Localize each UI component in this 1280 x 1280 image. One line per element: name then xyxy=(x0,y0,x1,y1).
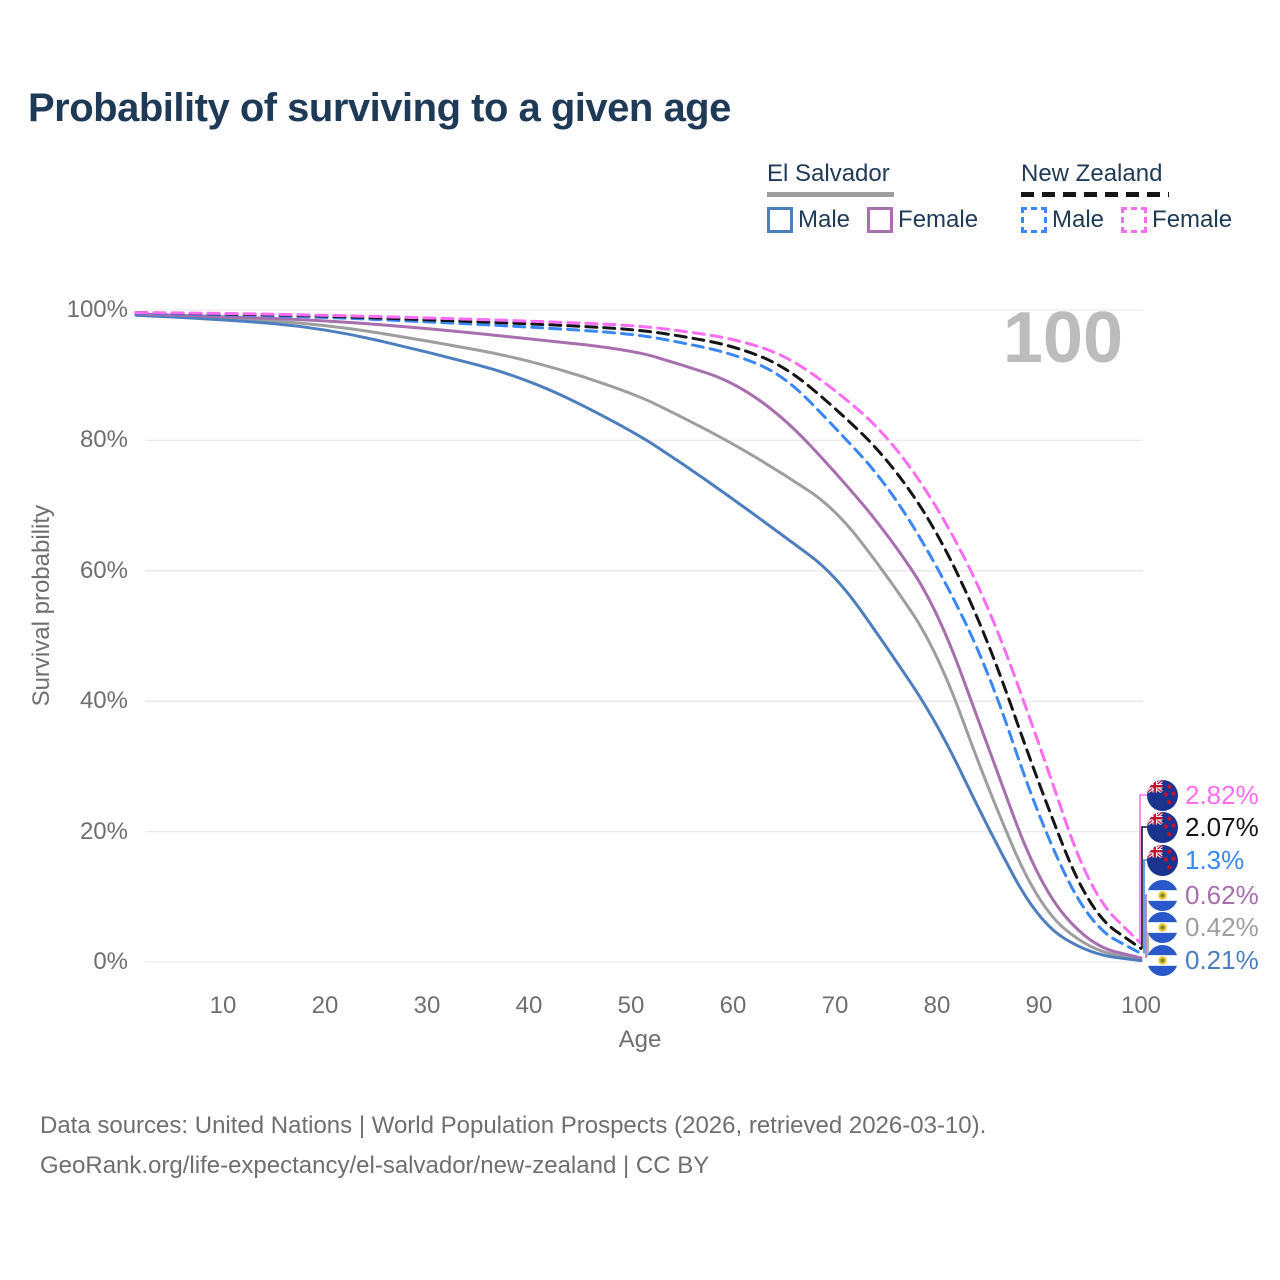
new-zealand-flag-icon xyxy=(1147,779,1178,811)
label-connector xyxy=(1139,794,1147,944)
y-axis-tick-label: 40% xyxy=(79,687,128,715)
end-label-value: 0.62% xyxy=(1185,879,1259,910)
label-connector xyxy=(1143,859,1147,954)
x-axis-tick-label: 70 xyxy=(821,992,849,1019)
female-solid-swatch xyxy=(867,207,894,233)
y-axis-tick-label: 20% xyxy=(79,817,128,845)
legend-item-label: Female xyxy=(1152,206,1233,233)
x-axis-tick-label: 90 xyxy=(1025,992,1053,1019)
end-label-value: 1.3% xyxy=(1185,844,1245,875)
data-sources-note: Data sources: United Nations | World Pop… xyxy=(40,1112,987,1139)
el-salvador-flag-icon xyxy=(1147,879,1178,911)
x-axis-tick-label: 50 xyxy=(617,992,645,1019)
legend-country-label: New Zealand xyxy=(1021,160,1163,187)
el-salvador-flag-icon xyxy=(1147,944,1178,976)
age-watermark: 100 xyxy=(1002,298,1123,378)
legend-item-new-zealand-male[interactable]: Male xyxy=(1021,206,1104,234)
x-axis-tick-label: 10 xyxy=(209,992,237,1019)
series-line-el-salvador-female xyxy=(134,312,1143,960)
new-zealand-line-style-sample xyxy=(1021,192,1169,197)
legend-item-el-salvador-female[interactable]: Female xyxy=(867,206,978,234)
end-label-value: 2.82% xyxy=(1185,779,1259,810)
legend-item-label: Male xyxy=(1052,206,1105,233)
x-axis-tick-label: 30 xyxy=(413,992,441,1019)
legend-item-label: Male xyxy=(798,206,851,233)
y-axis-tick-label: 0% xyxy=(93,948,128,975)
series-line-new-zealand-male xyxy=(134,311,1143,956)
source-url: GeoRank.org/life-expectancy/el-salvador/… xyxy=(40,1152,710,1179)
x-axis-tick-label: 80 xyxy=(923,992,951,1019)
series-line-new-zealand-female xyxy=(134,311,1143,946)
y-axis-tick-label: 60% xyxy=(79,556,128,584)
label-connector xyxy=(1145,894,1147,958)
legend-country-label: El Salvador xyxy=(767,160,890,187)
x-axis-tick-label: 20 xyxy=(311,992,339,1019)
x-axis-tick-label: 40 xyxy=(515,992,543,1019)
end-label-value: 2.07% xyxy=(1185,811,1259,842)
legend-item-label: Female xyxy=(898,206,979,233)
x-axis-tick-label: 100 xyxy=(1120,992,1162,1019)
el-salvador-line-style-sample xyxy=(767,192,894,197)
y-axis-title: Survival probability xyxy=(28,505,55,707)
legend-item-new-zealand-female[interactable]: Female xyxy=(1121,206,1232,234)
end-label-el-salvador-female: 0.62% xyxy=(1147,879,1259,911)
legend-group-new-zealand: New Zealand Male Female xyxy=(1021,160,1232,234)
end-label-new-zealand-both-sexes: 2.07% xyxy=(1147,811,1259,843)
end-label-new-zealand-female: 2.82% xyxy=(1147,779,1259,811)
end-label-el-salvador-male: 0.21% xyxy=(1147,944,1259,976)
page-title: Probability of surviving to a given age xyxy=(28,86,731,130)
legend-group-el-salvador: El Salvador Male Female xyxy=(767,160,978,234)
end-label-el-salvador-both-sexes: 0.42% xyxy=(1147,911,1259,943)
end-label-value: 0.21% xyxy=(1185,944,1259,975)
x-axis-tick-label: 60 xyxy=(719,992,747,1019)
x-axis-title: Age xyxy=(618,1026,662,1053)
label-connector xyxy=(1141,826,1147,949)
legend-item-el-salvador-male[interactable]: Male xyxy=(767,206,850,234)
series-line-new-zealand-both-sexes xyxy=(134,311,1143,951)
male-dashed-swatch xyxy=(1021,207,1047,233)
y-axis-tick-label: 100% xyxy=(66,296,128,323)
footer: Data sources: United Nations | World Pop… xyxy=(40,1106,986,1186)
male-solid-swatch xyxy=(767,207,793,233)
new-zealand-flag-icon xyxy=(1147,844,1178,876)
end-label-new-zealand-male: 1.3% xyxy=(1147,844,1244,876)
female-dashed-swatch xyxy=(1121,207,1148,233)
end-label-value: 0.42% xyxy=(1185,911,1259,942)
series-line-el-salvador-male xyxy=(134,313,1143,963)
y-axis-tick-label: 80% xyxy=(79,426,128,454)
new-zealand-flag-icon xyxy=(1147,811,1178,843)
series-line-el-salvador-both-sexes xyxy=(134,313,1143,961)
el-salvador-flag-icon xyxy=(1147,911,1178,943)
